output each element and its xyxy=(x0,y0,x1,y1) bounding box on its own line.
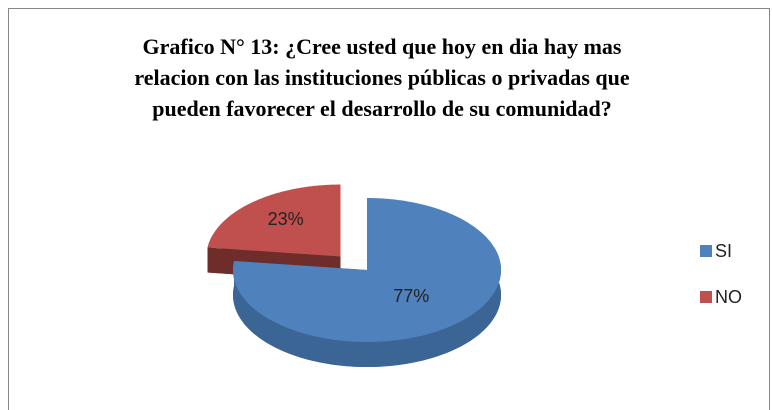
data-label: 23% xyxy=(268,209,304,229)
slice xyxy=(207,184,341,257)
chart-title: relacion con las instituciones públicas … xyxy=(134,65,630,90)
chart-title: pueden favorecer el desarrollo de su com… xyxy=(152,96,612,121)
chart-title: Grafico N° 13: ¿Cree usted que hoy en di… xyxy=(143,34,622,59)
legend-swatch xyxy=(700,291,712,303)
slice-side xyxy=(233,248,501,367)
data-label: 77% xyxy=(393,286,429,306)
legend-label: NO xyxy=(715,287,742,307)
slice xyxy=(233,198,501,342)
legend-swatch xyxy=(700,245,712,257)
legend-label: SI xyxy=(715,241,732,261)
